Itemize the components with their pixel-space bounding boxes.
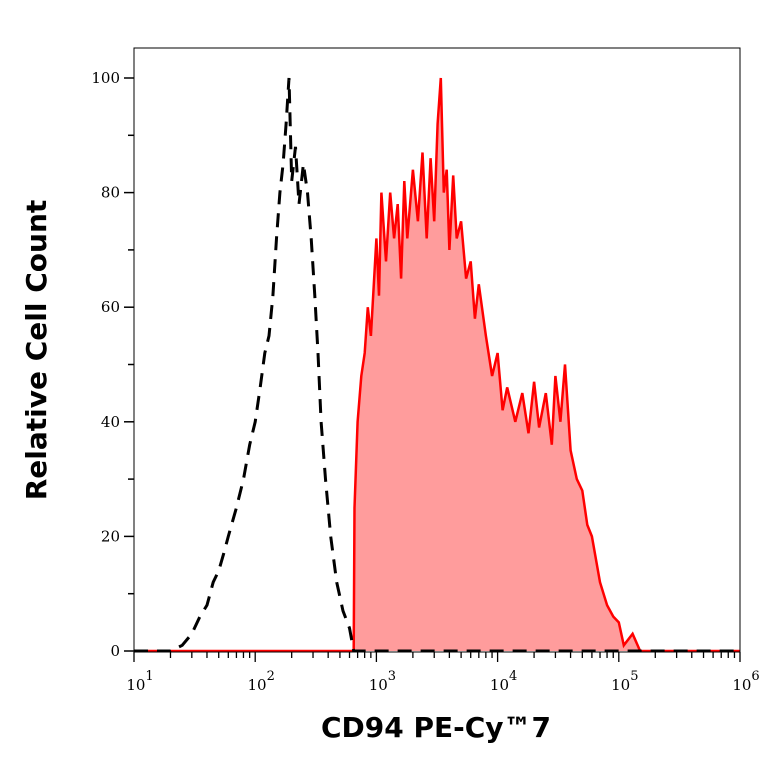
y-tick-label: 20 (101, 527, 120, 545)
x-tick-label: 101 (126, 669, 153, 694)
y-tick-label: 80 (101, 184, 120, 202)
control-series-line (134, 77, 740, 653)
x-tick-label: 104 (490, 669, 517, 694)
x-tick-label: 102 (248, 669, 275, 694)
x-axis: 101 102 103 104 105 106 (126, 652, 760, 694)
y-tick-label: 100 (91, 69, 120, 87)
x-tick-label: 105 (611, 669, 638, 694)
series-fill-1 (134, 78, 740, 651)
y-tick-label: 40 (101, 413, 120, 431)
y-axis-label: Relative Cell Count (20, 200, 53, 501)
y-axis: 0 20 40 60 80 100 (91, 69, 134, 660)
y-tick-label: 0 (110, 642, 120, 660)
x-axis-label: CD94 PE-Cy™7 (321, 711, 551, 744)
series-line-1 (134, 77, 740, 653)
x-tick-label: 106 (732, 669, 759, 694)
y-tick-label: 60 (101, 298, 120, 316)
x-tick-label: 103 (369, 669, 396, 694)
plot-frame (133, 47, 741, 653)
plot-marks (134, 77, 740, 653)
